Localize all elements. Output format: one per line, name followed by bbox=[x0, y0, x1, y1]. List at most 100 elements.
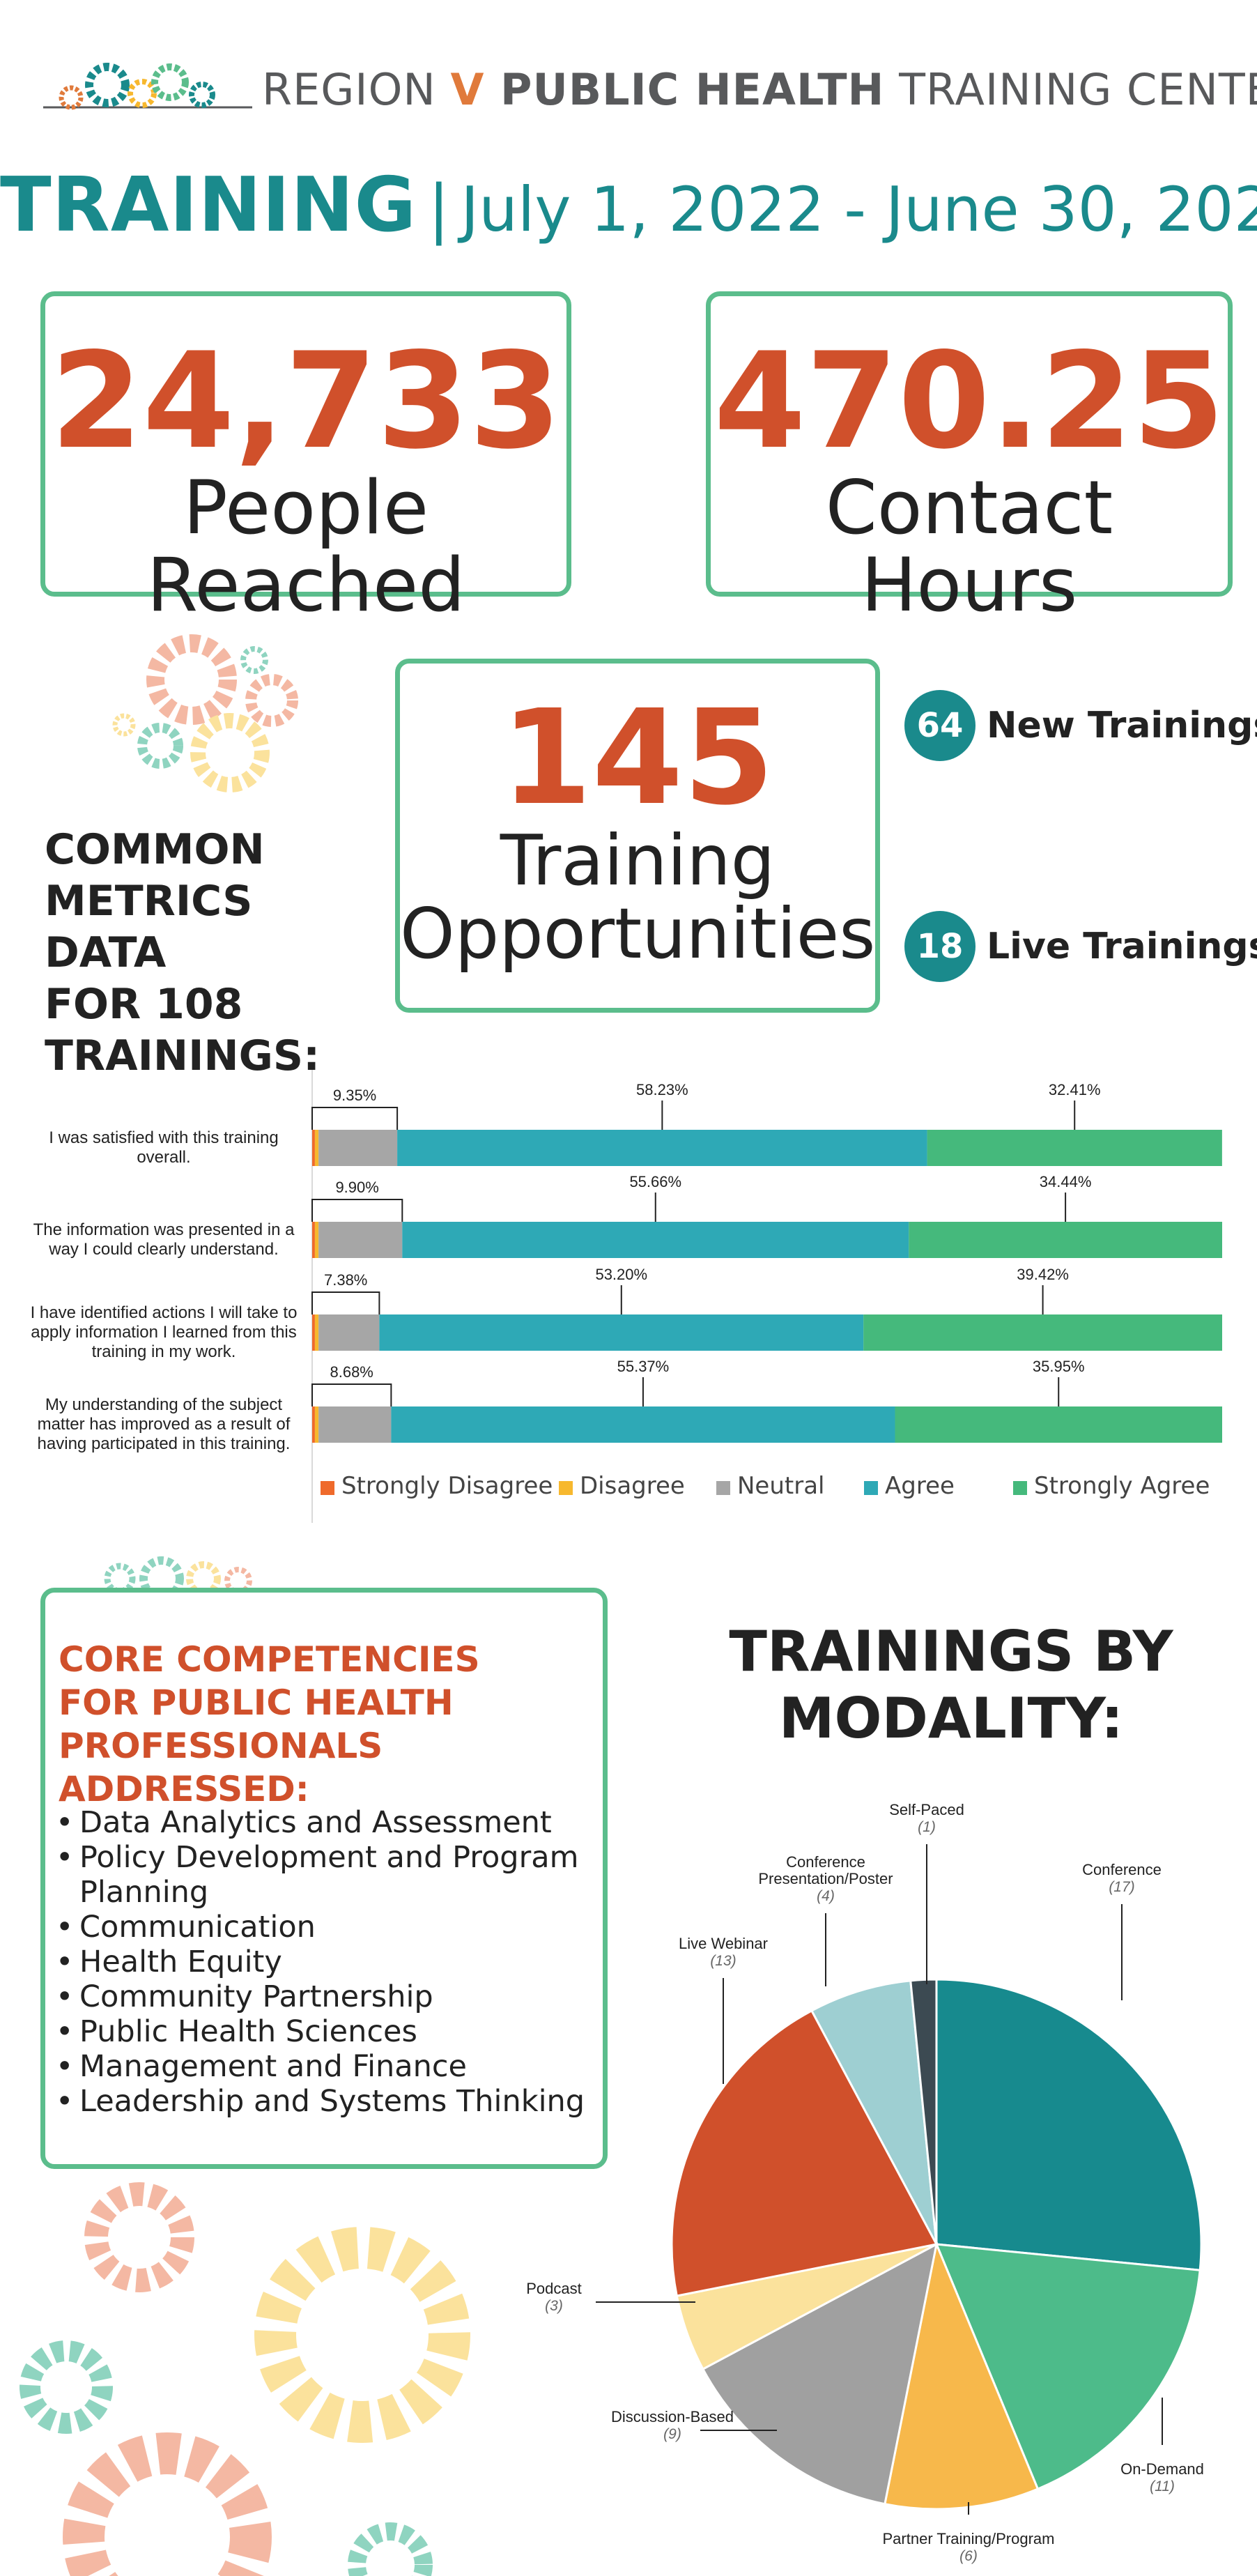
core-title-line: CORE COMPETENCIES bbox=[59, 1639, 480, 1680]
chart-data-label: 55.37% bbox=[617, 1358, 670, 1375]
chart-data-label: 9.90% bbox=[335, 1179, 378, 1196]
chart-tick-label: I have identified actions I will take to… bbox=[30, 1303, 298, 1361]
gear-icon bbox=[240, 646, 268, 674]
contact-hours-card: 470.25 Contact Hours bbox=[706, 291, 1233, 624]
chart-tick-label: The information was presented in a way I… bbox=[33, 1220, 295, 1259]
legend-item: Strongly Disagree bbox=[321, 1472, 553, 1500]
chart-bar-segment bbox=[402, 1222, 909, 1258]
chart-data-label: 39.42% bbox=[1017, 1266, 1069, 1283]
decorative-gears bbox=[20, 2182, 470, 2576]
legend-item: Neutral bbox=[716, 1472, 825, 1500]
gear-icon bbox=[139, 1556, 184, 1589]
gear-icon bbox=[146, 634, 237, 725]
training-opportunities-label: Opportunities bbox=[400, 893, 876, 974]
pie-slice bbox=[934, 2243, 1201, 2491]
legend-swatch bbox=[321, 1481, 334, 1495]
gear-icon bbox=[151, 63, 189, 101]
chart-question-label: I have identified actions I will take to… bbox=[30, 1303, 298, 1361]
chart-bar-segment bbox=[312, 1314, 315, 1351]
pie-value-label: (11) bbox=[1150, 2478, 1175, 2494]
chart-bar-segment bbox=[318, 1314, 380, 1351]
pie-slice bbox=[810, 1979, 938, 2245]
legend-item: Strongly Agree bbox=[1013, 1472, 1210, 1500]
pie-slice bbox=[935, 1978, 1203, 2271]
chart-question-label: My understanding of the subject matter h… bbox=[38, 1395, 291, 1453]
gear-icon bbox=[112, 713, 136, 737]
legend-label: Agree bbox=[885, 1472, 955, 1500]
pie-label: Conference bbox=[1082, 1861, 1162, 1878]
legend-swatch bbox=[864, 1481, 878, 1495]
live-trainings-stat: 18 Live Trainings bbox=[904, 911, 1257, 982]
pie-value-label: (1) bbox=[918, 1819, 936, 1835]
gear-icon bbox=[20, 2340, 113, 2434]
chart-bar-segment bbox=[318, 1130, 398, 1166]
live-trainings-label: Live Trainings bbox=[987, 926, 1257, 967]
common-metrics-line: COMMON bbox=[45, 825, 265, 874]
new-trainings-label: New Trainings bbox=[987, 705, 1257, 746]
modality-title: TRAININGS BY MODALITY: bbox=[711, 1618, 1192, 1752]
chart-data-label: 35.95% bbox=[1033, 1358, 1085, 1375]
core-title-line: FOR PUBLIC HEALTH bbox=[59, 1682, 454, 1723]
legend-swatch bbox=[559, 1481, 573, 1495]
live-trainings-count: 18 bbox=[904, 911, 975, 982]
training-opportunities-card: 145 Training Opportunities bbox=[395, 659, 880, 1013]
legend-label: Neutral bbox=[737, 1472, 825, 1500]
page-subtitle: TRAINING | July 1, 2022 - June 30, 2023 bbox=[0, 162, 1257, 249]
decorative-gears bbox=[104, 1556, 252, 1589]
chart-bar-segment bbox=[397, 1130, 927, 1166]
new-trainings-stat: 64 New Trainings bbox=[904, 690, 1257, 761]
chart-data-label: 55.66% bbox=[629, 1173, 681, 1190]
subtitle-separator: | bbox=[428, 171, 450, 246]
pie-slice bbox=[909, 1978, 938, 2245]
common-metrics-line: METRICS bbox=[45, 877, 253, 926]
chart-data-label: 32.41% bbox=[1049, 1081, 1101, 1098]
legend-label: Strongly Disagree bbox=[341, 1472, 553, 1500]
people-reached-value: 24,733 bbox=[50, 324, 562, 478]
subtitle-dates: July 1, 2022 - June 30, 2023 bbox=[461, 174, 1257, 245]
pie-label: Self-Paced bbox=[889, 1801, 964, 1818]
pie-label: Discussion-Based bbox=[611, 2408, 734, 2425]
people-reached-card: 24,733 People Reached bbox=[40, 291, 571, 624]
modality-pie-chart: Conference(17)On-Demand(11)Partner Train… bbox=[526, 1801, 1204, 2564]
chart-bar-segment bbox=[895, 1406, 1222, 1443]
pie-value-label: (9) bbox=[663, 2426, 681, 2442]
gear-icon bbox=[85, 63, 130, 107]
people-reached-label: People Reached bbox=[146, 465, 465, 629]
gear-icon bbox=[128, 79, 157, 108]
chart-bar-segment bbox=[863, 1314, 1222, 1351]
chart-data-label: 53.20% bbox=[595, 1266, 647, 1283]
gear-icon bbox=[190, 713, 270, 792]
header-title-part: TRAINING CENTER bbox=[899, 64, 1257, 115]
chart-bar-segment bbox=[318, 1406, 392, 1443]
chart-data-label: 58.23% bbox=[636, 1081, 688, 1098]
chart-bar-segment bbox=[312, 1130, 315, 1166]
common-metrics-chart: I was satisfied with this training overa… bbox=[30, 1070, 1222, 1523]
chart-bar-segment bbox=[314, 1222, 319, 1258]
header-title: REGION V PUBLIC HEALTH TRAINING CENTER bbox=[262, 64, 1257, 115]
new-trainings-count: 64 bbox=[904, 690, 975, 761]
chart-bar-segment bbox=[312, 1222, 315, 1258]
chart-tick-label: I was satisfied with this training overa… bbox=[49, 1128, 279, 1167]
legend-label: Strongly Agree bbox=[1034, 1472, 1210, 1500]
pie-value-label: (17) bbox=[1109, 1879, 1134, 1895]
chart-bar-segment bbox=[391, 1406, 895, 1443]
list-item: Policy Development and Program Planning bbox=[56, 1840, 599, 1910]
chart-bracket bbox=[311, 1291, 380, 1314]
common-metrics-line: DATA bbox=[45, 928, 167, 977]
list-item: Data Analytics and Assessment bbox=[56, 1805, 599, 1840]
gear-icon bbox=[63, 2432, 272, 2576]
gear-icon bbox=[224, 1567, 252, 1589]
chart-question-label: The information was presented in a way I… bbox=[33, 1220, 295, 1259]
modality-title-line: MODALITY: bbox=[778, 1686, 1124, 1751]
contact-hours-label: Contact Hours bbox=[825, 465, 1113, 629]
list-item: Leadership and Systems Thinking bbox=[56, 2084, 599, 2119]
chart-bracket bbox=[311, 1199, 403, 1222]
common-metrics-line: TRAININGS: bbox=[45, 1032, 321, 1080]
pie-value-label: (13) bbox=[710, 1953, 736, 1969]
chart-bar-segment bbox=[312, 1406, 315, 1443]
chart-bar-segment bbox=[927, 1130, 1222, 1166]
gear-icon bbox=[104, 1563, 136, 1589]
core-title-line: PROFESSIONALS ADDRESSED: bbox=[59, 1726, 383, 1809]
pie-value-label: (6) bbox=[959, 2548, 978, 2564]
pie-slice bbox=[884, 2240, 1040, 2510]
